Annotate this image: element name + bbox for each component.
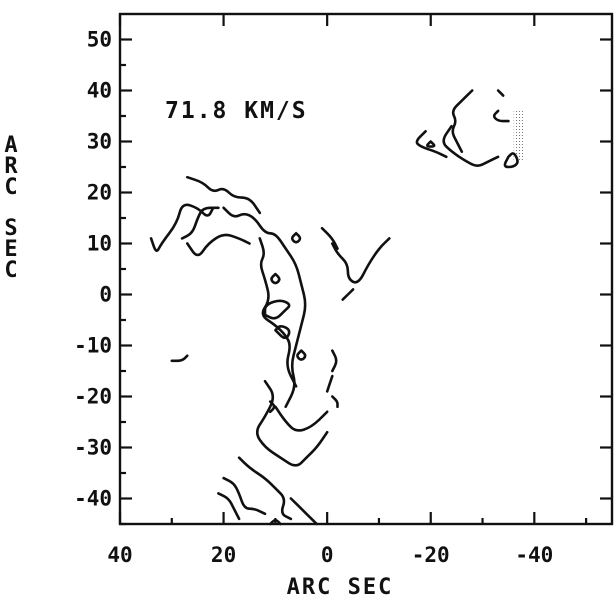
contour-line	[237, 456, 293, 521]
contour-line	[180, 206, 220, 240]
y-axis-title-char: E	[4, 237, 19, 262]
contour-line	[170, 354, 189, 363]
x-tick-label: 40	[107, 543, 132, 567]
contour-line	[217, 492, 241, 521]
y-tick-label: -30	[74, 436, 112, 460]
contour-line	[268, 400, 276, 414]
x-tick-label: -20	[412, 543, 450, 567]
contour-line	[222, 206, 307, 408]
contour-line	[296, 349, 307, 361]
contour-line	[320, 226, 339, 250]
contour-line	[270, 272, 281, 285]
contour-line	[442, 124, 500, 167]
contour-line	[290, 232, 302, 244]
y-axis-title-char: C	[4, 258, 19, 283]
x-axis-title: ARC SEC	[287, 575, 394, 600]
contour-line	[503, 152, 519, 169]
y-axis-title-char: A	[4, 133, 19, 158]
x-tick-label: 0	[321, 543, 334, 567]
x-tick-label: -40	[515, 543, 553, 567]
contour-line	[274, 405, 329, 432]
contour-line	[331, 395, 339, 408]
shaded-region	[513, 110, 524, 162]
contour-line	[325, 374, 334, 393]
contour-line	[149, 203, 215, 252]
contour-line	[289, 497, 319, 526]
contour-line	[331, 349, 338, 373]
contour-line	[186, 233, 251, 257]
y-tick-label: 20	[87, 181, 112, 205]
contour-line	[425, 140, 436, 148]
plot-frame	[118, 12, 614, 526]
y-tick-label: -40	[74, 487, 112, 511]
contour-line	[492, 109, 510, 123]
contour-line	[186, 175, 262, 215]
x-tick-label: 20	[211, 543, 236, 567]
contour-line	[331, 237, 391, 284]
contour-line	[451, 89, 474, 153]
contour-line	[263, 299, 291, 320]
contour-line	[255, 379, 329, 467]
y-tick-label: 30	[87, 130, 112, 154]
y-axis-title-char: C	[4, 175, 19, 200]
contour-line	[496, 89, 505, 97]
contour-line	[222, 476, 267, 516]
y-tick-label: -20	[74, 385, 112, 409]
y-tick-label: 10	[87, 232, 112, 256]
y-tick-label: -10	[74, 334, 112, 358]
y-axis-title-char: R	[4, 154, 19, 179]
velocity-annotation: 71.8 KM/S	[165, 98, 308, 124]
labels-layer: 50 40 30 20 10 0 -10 -20 -30 -40 40 20 0 -20 -40	[74, 28, 553, 568]
y-axis-title-char: S	[4, 216, 19, 241]
contour-line	[415, 130, 448, 159]
y-tick-label: 50	[87, 28, 112, 52]
contour-line	[341, 288, 355, 301]
contour-line	[274, 325, 291, 340]
y-tick-label: 0	[99, 283, 112, 307]
y-tick-label: 40	[87, 79, 112, 103]
contours-layer	[149, 89, 524, 526]
